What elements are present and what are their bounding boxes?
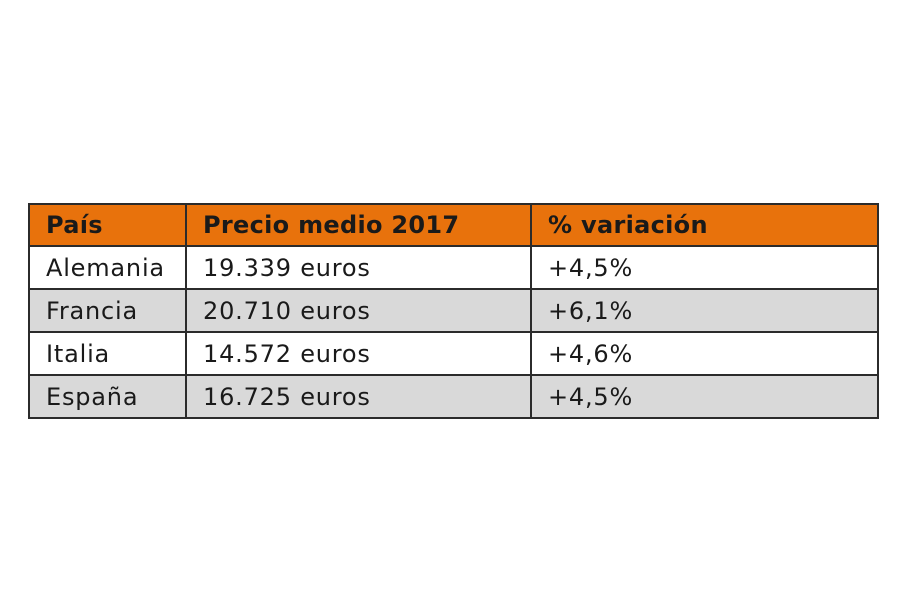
table-row: Alemania 19.339 euros +4,5%	[28, 245, 879, 290]
variation-cell: +4,6%	[530, 331, 879, 376]
variation-cell: +4,5%	[530, 374, 879, 419]
column-header-variation: % variación	[530, 203, 879, 247]
price-table: País Precio medio 2017 % variación Alema…	[28, 203, 879, 419]
table-header-row: País Precio medio 2017 % variación	[28, 203, 879, 247]
country-cell: Alemania	[28, 245, 187, 290]
price-cell: 19.339 euros	[185, 245, 532, 290]
country-cell: Francia	[28, 288, 187, 333]
price-cell: 16.725 euros	[185, 374, 532, 419]
variation-cell: +4,5%	[530, 245, 879, 290]
country-cell: España	[28, 374, 187, 419]
country-cell: Italia	[28, 331, 187, 376]
column-header-average-price: Precio medio 2017	[185, 203, 532, 247]
table-row: Italia 14.572 euros +4,6%	[28, 331, 879, 376]
variation-cell: +6,1%	[530, 288, 879, 333]
table-row: España 16.725 euros +4,5%	[28, 374, 879, 419]
price-cell: 20.710 euros	[185, 288, 532, 333]
column-header-country: País	[28, 203, 187, 247]
price-cell: 14.572 euros	[185, 331, 532, 376]
table-row: Francia 20.710 euros +6,1%	[28, 288, 879, 333]
